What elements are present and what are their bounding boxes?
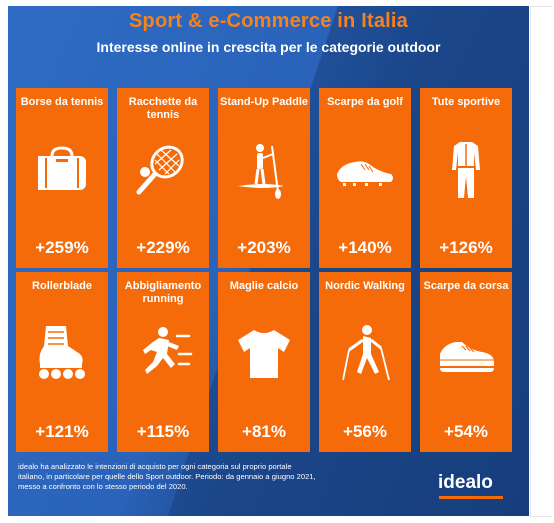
- card-value: +126%: [439, 238, 493, 257]
- card-value: +203%: [237, 238, 291, 257]
- right-divider: [530, 6, 531, 516]
- card-rollerblade: Rollerblade +121%: [16, 272, 108, 452]
- card-label: Maglie calcio: [229, 280, 299, 292]
- page-subtitle: Interesse online in crescita per le cate…: [96, 39, 441, 55]
- card-value: +229%: [136, 238, 190, 257]
- card-maglie-calcio: Maglie calcio +81%: [218, 272, 310, 452]
- runner-icon: [143, 327, 193, 374]
- inline-skate-icon: [39, 326, 85, 379]
- logo-underline: [439, 496, 503, 499]
- footnote: idealo ha analizzato le intenzioni di ac…: [18, 462, 316, 491]
- card-label: Nordic Walking: [325, 280, 405, 292]
- running-shoe-icon: [440, 342, 494, 372]
- card-stand-up-paddle: Stand-Up Paddle +203%: [218, 88, 310, 268]
- card-label: Stand-Up Paddle: [220, 96, 309, 108]
- paddle-board-icon: [238, 144, 284, 199]
- card-label: Racchette da tennis: [128, 96, 198, 121]
- card-scarpe-da-golf: Scarpe da golf +140%: [319, 88, 411, 268]
- card-scarpe-da-corsa: Scarpe da corsa +54%: [420, 272, 512, 452]
- card-label: Borse da tennis: [20, 96, 104, 108]
- nordic-walker-icon: [342, 325, 390, 381]
- card-value: +140%: [338, 238, 392, 257]
- card-value: +121%: [35, 422, 89, 441]
- page-title: Sport & e-Commerce in Italia: [129, 10, 408, 32]
- right-divider-bottom: [530, 516, 552, 517]
- card-racchette-da-tennis: Racchette da tennis +229%: [117, 88, 209, 268]
- golf-shoe-icon: [337, 161, 393, 186]
- infographic: Sport & e-Commerce in Italia Interesse o…: [8, 6, 529, 516]
- card-value: +259%: [35, 238, 89, 257]
- tracksuit-icon: [452, 142, 480, 198]
- card-value: +115%: [136, 422, 190, 441]
- card-value: +54%: [444, 422, 488, 441]
- duffel-bag-icon: [38, 146, 86, 190]
- card-nordic-walking: Nordic Walking +56%: [319, 272, 411, 452]
- card-label: Rollerblade: [32, 280, 92, 292]
- right-divider-top: [530, 6, 552, 7]
- card-label: Scarpe da golf: [327, 96, 403, 108]
- tshirt-icon: [238, 330, 290, 378]
- card-label: Scarpe da corsa: [423, 280, 509, 292]
- card-abbigliamento-running: Abbigliamento running +115%: [117, 272, 209, 452]
- card-label: Abbigliamento running: [124, 280, 202, 305]
- card-borse-da-tennis: Borse da tennis +259%: [16, 88, 108, 268]
- card-tute-sportive: Tute sportive +126%: [420, 88, 512, 268]
- card-value: +81%: [242, 422, 286, 441]
- idealo-logo: idealo: [438, 472, 493, 493]
- card-value: +56%: [343, 422, 387, 441]
- tennis-racket-icon: [136, 145, 184, 195]
- card-label: Tute sportive: [431, 96, 501, 108]
